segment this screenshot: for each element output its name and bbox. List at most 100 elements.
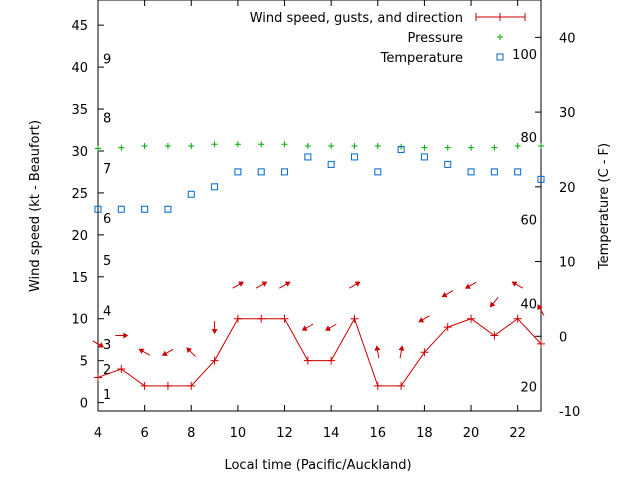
- temperature-point: [467, 168, 475, 176]
- wind-speed-point: [373, 381, 382, 390]
- arrow-head: [161, 350, 168, 356]
- y-right-tick-label: 10: [559, 256, 576, 271]
- legend-label: Pressure: [407, 31, 463, 46]
- wind-direction-arrow: [374, 345, 381, 359]
- y-left-tick-label: 0: [80, 397, 88, 412]
- y-left-tick-label: 30: [71, 145, 88, 160]
- beaufort-label: 1: [103, 388, 111, 403]
- wind-direction-arrow: [115, 332, 129, 339]
- wind-direction-arrow: [186, 347, 196, 357]
- y-left-tick-label: 10: [71, 313, 88, 328]
- x-axis-label: Local time (Pacific/Auckland): [224, 458, 411, 473]
- arrow-head: [138, 348, 145, 354]
- pressure-point: [164, 142, 171, 149]
- arrow-head: [211, 329, 218, 335]
- temperature-point: [514, 168, 522, 176]
- x-tick-label: 16: [370, 426, 387, 441]
- pressure-point: [374, 142, 381, 149]
- pressure-point: [351, 142, 358, 149]
- temperature-point: [211, 183, 219, 191]
- wind-direction-arrow: [537, 304, 545, 316]
- arrow-head: [301, 325, 308, 331]
- arrow-head: [464, 283, 471, 289]
- fahrenheit-label: 20: [520, 380, 537, 395]
- x-tick-label: 8: [187, 426, 195, 441]
- wind-direction-arrow: [138, 348, 151, 356]
- temperature-point: [304, 153, 312, 161]
- wind-direction-arrow: [255, 281, 268, 289]
- x-tick-label: 4: [94, 426, 102, 441]
- beaufort-label: 5: [103, 254, 111, 269]
- wind-speed-point: [420, 348, 429, 357]
- arrow-head: [489, 301, 496, 308]
- arrow-head: [354, 281, 361, 287]
- pressure-point: [118, 144, 125, 151]
- fahrenheit-label: 80: [520, 131, 537, 146]
- beaufort-label: 3: [103, 338, 111, 353]
- wind-direction-arrow: [92, 340, 105, 348]
- pressure-point: [281, 141, 288, 148]
- temperature-point: [164, 205, 172, 213]
- wind-speed-point: [303, 356, 312, 365]
- wind-speed-point: [467, 314, 476, 323]
- legend-label: Temperature: [380, 51, 463, 66]
- beaufort-label: 7: [103, 162, 111, 177]
- wind-direction-arrow: [325, 323, 337, 331]
- temperature-point: [350, 153, 358, 161]
- y-axis-label-left: Wind speed (kt - Beaufort): [28, 120, 43, 292]
- y-left-tick-label: 5: [80, 355, 88, 370]
- temperature-point: [537, 175, 545, 183]
- y-right-tick-label: -10: [559, 405, 580, 420]
- wind-speed-point: [443, 323, 452, 332]
- pressure-point: [141, 142, 148, 149]
- x-tick-label: 22: [509, 426, 526, 441]
- x-tick-label: 10: [230, 426, 247, 441]
- temperature-point: [94, 205, 102, 213]
- temperature-point: [257, 168, 265, 176]
- wind-speed-point: [513, 314, 522, 323]
- arrow-head: [186, 347, 192, 353]
- arrow-head: [98, 342, 105, 348]
- y-axis-label-right: Temperature (C - F): [597, 143, 612, 270]
- pressure-point: [421, 144, 428, 151]
- wind-speed-point: [280, 314, 289, 323]
- legend-temperature-sample: [496, 53, 504, 61]
- wind-speed-point: [350, 314, 359, 323]
- wind-direction-arrow: [441, 290, 454, 298]
- wind-speed-point: [327, 356, 336, 365]
- beaufort-label: 8: [103, 111, 111, 126]
- wind-speed-point: [187, 381, 196, 390]
- fahrenheit-label: 60: [520, 214, 537, 229]
- y-right-tick-label: 20: [559, 181, 576, 196]
- wind-speed-point: [397, 381, 406, 390]
- wind-direction-arrow: [349, 281, 361, 289]
- wind-speed-point: [210, 356, 219, 365]
- y-right-tick-label: 40: [559, 31, 576, 46]
- axes-layer: 4 6 8 10 12 14 16 18 20 22051015202530354045-1001…: [71, 0, 580, 441]
- pressure-point: [491, 144, 498, 151]
- arrow-head: [284, 281, 291, 287]
- pressure-point: [188, 142, 195, 149]
- arrow-head: [398, 345, 405, 351]
- temperature-point: [187, 190, 195, 198]
- x-tick-label: 20: [463, 426, 480, 441]
- wind-speed-point: [233, 314, 242, 323]
- temperature-point: [490, 168, 498, 176]
- wind-direction-arrow: [511, 281, 524, 289]
- y-left-tick-label: 25: [71, 187, 88, 202]
- arrow-head: [261, 281, 268, 287]
- pressure-point: [258, 141, 265, 148]
- pressure-point: [468, 144, 475, 151]
- arrow-head: [123, 332, 129, 339]
- wind-direction-arrow: [418, 315, 430, 323]
- y-right-tick-label: 30: [559, 106, 576, 121]
- temperature-point: [420, 153, 428, 161]
- fahrenheit-label: 40: [520, 297, 537, 312]
- temperature-point: [117, 205, 125, 213]
- pressure-point: [95, 145, 101, 152]
- wind-direction-arrow: [279, 281, 291, 289]
- y-left-tick-label: 35: [71, 103, 88, 118]
- pressure-point: [444, 144, 451, 151]
- wind-speed-point: [163, 381, 172, 390]
- arrow-head: [537, 304, 543, 311]
